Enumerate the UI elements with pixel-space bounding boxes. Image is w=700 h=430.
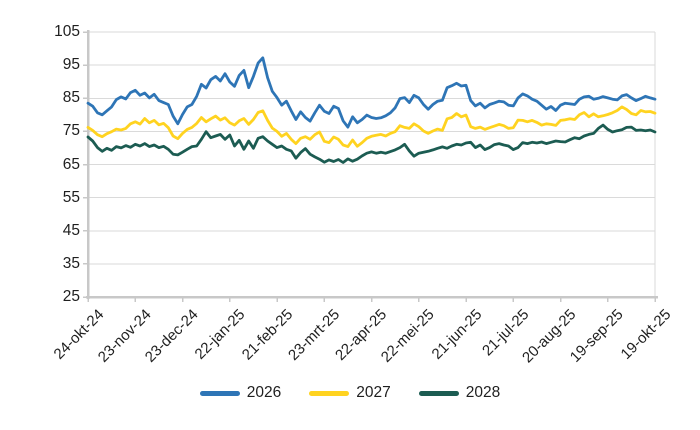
chart-legend: 2026 2027 2028 <box>0 384 700 402</box>
legend-item-2027: 2027 <box>309 384 391 402</box>
legend-item-2028: 2028 <box>418 384 501 402</box>
legend-item-2026: 2026 <box>199 384 282 402</box>
y-tick-label: 75 <box>62 122 80 140</box>
series-line-2027 <box>86 105 657 149</box>
y-tick-label: 55 <box>62 188 80 206</box>
legend-line-swatch <box>199 390 240 396</box>
series-line-2028 <box>86 123 657 164</box>
series-line-2026 <box>86 56 657 129</box>
y-tick-label: 65 <box>62 155 80 173</box>
y-tick-label: 35 <box>62 254 80 272</box>
legend-line-swatch <box>309 390 350 396</box>
legend-label: 2027 <box>356 384 391 401</box>
y-tick-label: 45 <box>62 221 80 239</box>
y-tick-label: 105 <box>54 23 80 40</box>
legend-label: 2026 <box>246 384 282 401</box>
y-tick-label: 85 <box>62 89 80 107</box>
legend-label: 2028 <box>465 384 501 401</box>
y-tick-label: 95 <box>62 56 80 74</box>
y-tick-label: 25 <box>62 288 80 305</box>
legend-line-swatch <box>418 390 459 396</box>
